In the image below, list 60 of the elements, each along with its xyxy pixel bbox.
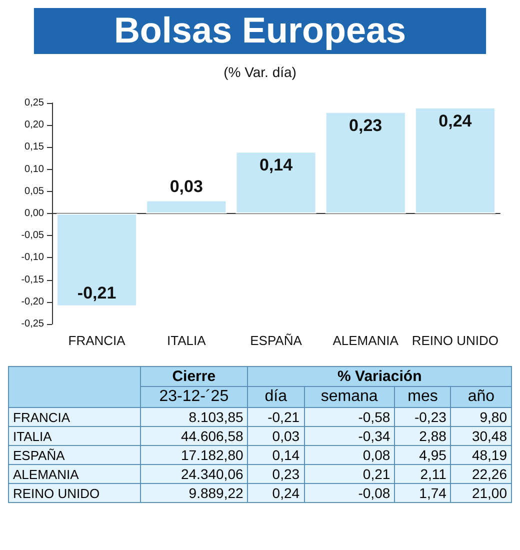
x-tick-label: ITALIA (167, 333, 206, 348)
y-tick-label: -0,15 (21, 274, 44, 286)
text: día (248, 386, 304, 408)
data-label: 24.340,06 (140, 464, 248, 484)
data-label: 44.606,58 (140, 426, 248, 446)
text: Cierre (140, 366, 248, 386)
chart-subtitle: (% Var. día) (224, 64, 296, 80)
text: % Variación (248, 366, 512, 386)
data-label: 22,26 (450, 464, 512, 484)
x-tick-label: REINO UNIDO (412, 333, 499, 348)
data-label: 0,23 (248, 464, 304, 484)
data-label: 4,95 (394, 446, 451, 464)
data-label: 9,80 (450, 408, 512, 426)
y-tick-label: 0,00 (24, 208, 44, 219)
y-tick-label: 0,20 (24, 120, 44, 131)
category-label: ESPAÑA (8, 446, 140, 464)
data-label: 17.182,80 (140, 446, 248, 464)
y-tick-label: 0,25 (24, 98, 44, 108)
data-label: 0,24 (438, 111, 472, 130)
data-label: 0,03 (170, 177, 203, 196)
data-label: 8.103,85 (140, 408, 248, 426)
data-label: 0,08 (304, 446, 395, 464)
x-tick-label: ALEMANIA (332, 333, 399, 348)
legend-label: mes (394, 386, 451, 408)
y-tick-label: 0,05 (24, 186, 44, 197)
y-tick-label: -0,20 (21, 296, 44, 308)
category-label: ALEMANIA (8, 464, 140, 484)
y-tick-label: 0,15 (24, 142, 44, 153)
text: año (450, 386, 512, 408)
y-tick-label: -0,05 (21, 230, 44, 242)
data-label: 0,14 (248, 446, 304, 464)
series-label: 23-12-´25 (140, 386, 248, 408)
data-label: 2,11 (394, 464, 451, 484)
data-label: 0,21 (304, 464, 395, 484)
legend-label: semana (304, 386, 395, 408)
data-label: 48,19 (450, 446, 512, 464)
data-label: 9.889,22 (140, 484, 248, 502)
data-label: -0,08 (304, 484, 395, 502)
data-label: -0,34 (304, 426, 395, 446)
chart-title: Bolsas Europeas (114, 10, 406, 50)
data-label: 2,88 (394, 426, 451, 446)
data-label: 30,48 (450, 426, 512, 446)
data-label: -0,23 (394, 408, 451, 426)
data-label: 1,74 (394, 484, 451, 502)
category-label: FRANCIA (8, 408, 140, 426)
data-label: 0,14 (259, 156, 294, 175)
data-label: 0,23 (349, 116, 382, 135)
category-label: REINO UNIDO (8, 484, 140, 502)
y-tick-label: -0,10 (21, 252, 44, 264)
category-label: ITALIA (8, 426, 140, 446)
data-label: 0,24 (248, 484, 304, 502)
data-label: -0,21 (248, 408, 304, 426)
data-label: 0,03 (248, 426, 304, 446)
data-label: -0,58 (304, 408, 395, 426)
data-label: 21,00 (450, 484, 512, 502)
x-tick-label: ESPAÑA (250, 333, 302, 348)
y-tick-label: 0,10 (24, 164, 44, 175)
data-label: -0,21 (77, 283, 116, 302)
y-tick-label: -0,25 (21, 318, 44, 330)
x-tick-label: FRANCIA (68, 333, 126, 348)
